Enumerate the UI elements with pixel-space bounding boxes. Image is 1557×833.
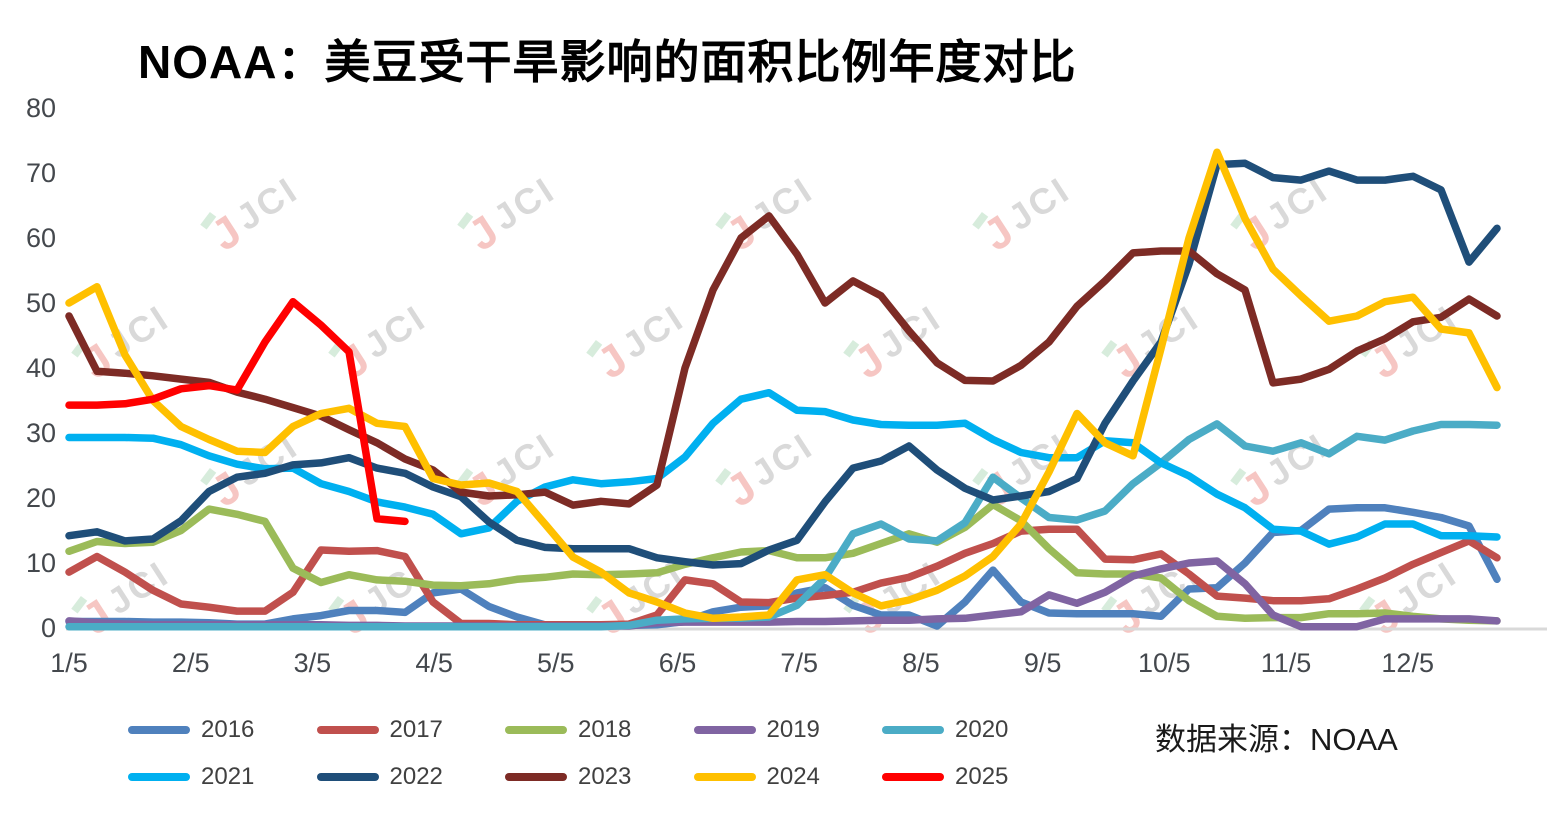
- y-tick-label: 30: [26, 418, 56, 448]
- y-axis-labels: 0 10 20 30 40 50 60 70 80: [26, 93, 56, 643]
- y-tick-label: 20: [26, 483, 56, 513]
- legend-label: 2020: [955, 716, 1009, 743]
- y-tick-label: 80: [26, 93, 56, 123]
- legend-swatch-icon: [128, 773, 190, 781]
- legend-label: 2024: [766, 763, 820, 790]
- line-2018: [65, 500, 1501, 625]
- line-2024: [65, 148, 1501, 623]
- x-tick-label: 3/5: [294, 648, 332, 678]
- legend-item-2023: 2023: [505, 763, 631, 791]
- legend-swatch-icon: [128, 726, 190, 734]
- legend-swatch-icon: [693, 773, 756, 781]
- legend-label: 2017: [389, 716, 443, 743]
- x-tick-label: 7/5: [780, 648, 818, 678]
- y-tick-label: 0: [41, 613, 56, 643]
- legend-label: 2023: [578, 763, 632, 790]
- x-tick-label: 12/5: [1381, 648, 1434, 678]
- x-axis-labels: 1/5 2/5 3/5 4/5 5/5 6/5 7/5 8/5 9/5 10/5 11/5 12/5: [50, 648, 1434, 678]
- legend-swatch-icon: [693, 726, 756, 734]
- line-2025: [65, 297, 409, 526]
- x-tick-label: 5/5: [537, 648, 575, 678]
- x-tick-label: 1/5: [50, 648, 88, 678]
- legend-swatch-icon: [882, 773, 944, 781]
- legend-item-2024: 2024: [693, 763, 820, 791]
- legend-swatch-icon: [316, 726, 379, 734]
- line-2022: [65, 159, 1501, 569]
- legend-label: 2016: [201, 716, 255, 743]
- legend-item-2017: 2017: [316, 716, 443, 744]
- legend-item-2021: 2021: [128, 763, 254, 791]
- series-lines: [65, 148, 1501, 631]
- x-tick-label: 2/5: [172, 648, 210, 678]
- y-tick-label: 60: [26, 223, 56, 253]
- legend-swatch-icon: [316, 773, 379, 781]
- line-2023: [65, 212, 1501, 509]
- legend-item-2020: 2020: [882, 716, 1008, 744]
- legend-label: 2021: [201, 763, 255, 790]
- data-source-label: 数据来源：NOAA: [1155, 722, 1398, 757]
- x-tick-label: 4/5: [415, 648, 453, 678]
- legend-label: 2022: [389, 763, 443, 790]
- chart-title: NOAA：美豆受干旱影响的面积比例年度对比: [138, 36, 1077, 88]
- x-tick-label: 9/5: [1024, 648, 1062, 678]
- legend-label: 2025: [955, 763, 1009, 790]
- line-chart: 0 10 20 30 40 50 60 70 80 1/5 2/5 3/5 4/5 5/5 6/5 7/5 8…: [26, 93, 1547, 678]
- y-tick-label: 50: [26, 288, 56, 318]
- legend-swatch-icon: [505, 773, 567, 781]
- x-tick-label: 6/5: [659, 648, 697, 678]
- legend-item-2022: 2022: [316, 763, 443, 791]
- y-tick-label: 70: [26, 158, 56, 188]
- legend-item-2025: 2025: [882, 763, 1008, 791]
- y-tick-label: 40: [26, 353, 56, 383]
- y-tick-label: 10: [26, 548, 56, 578]
- line-2021: [65, 388, 1501, 548]
- legend-label: 2018: [578, 716, 632, 743]
- x-tick-label: 8/5: [902, 648, 940, 678]
- legend-item-2019: 2019: [693, 716, 820, 744]
- legend-label: 2019: [766, 716, 820, 743]
- line-2020: [65, 420, 1501, 631]
- legend-item-2016: 2016: [128, 716, 254, 744]
- x-tick-label: 10/5: [1138, 648, 1191, 678]
- x-tick-label: 11/5: [1261, 648, 1312, 678]
- legend-swatch-icon: [505, 726, 567, 734]
- legend-item-2018: 2018: [505, 716, 631, 744]
- legend-swatch-icon: [882, 726, 944, 734]
